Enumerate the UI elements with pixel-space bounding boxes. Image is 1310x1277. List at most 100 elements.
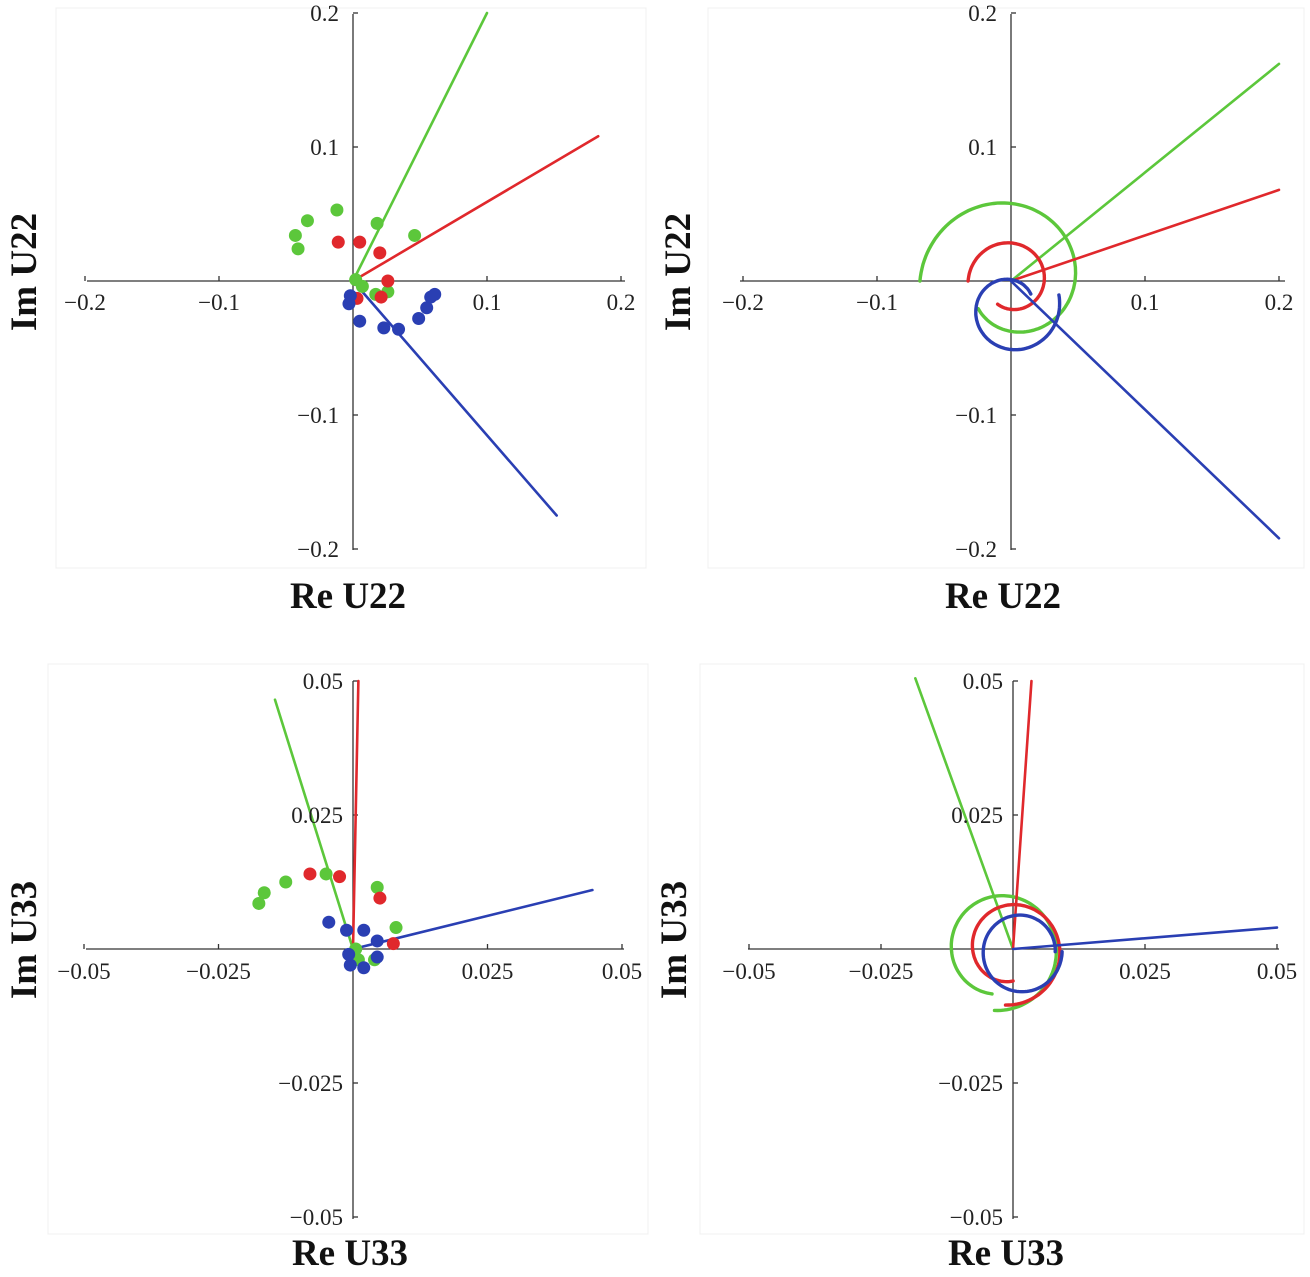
y-tick-label: 0.05: [303, 669, 343, 694]
x-tick-label: 0.05: [1257, 959, 1297, 984]
series-lines: [914, 677, 1279, 1013]
y-tick-label: 0.2: [310, 1, 339, 26]
red-data-point: [353, 235, 367, 249]
x-tick-label: −0.05: [57, 959, 110, 984]
x-axis-title: Re U33: [948, 1233, 1064, 1274]
green-series-line: [273, 698, 355, 951]
x-axis-title: Re U22: [290, 576, 406, 617]
y-tick-label: −0.05: [950, 1205, 1003, 1230]
red-data-point: [303, 867, 317, 881]
panel-bottom-left: −0.05 −0.025 0.025 0.050.050.025−0.025−0.05…: [4, 663, 649, 1274]
blue-data-point: [357, 961, 371, 975]
red-data-point: [333, 870, 347, 884]
panel-bottom-right: −0.05 −0.025 0.025 0.05 0.05 0.025 −0.025 −0.05…: [654, 663, 1305, 1274]
green-data-point: [389, 921, 403, 935]
x-tick-label: 0.025: [1119, 959, 1171, 984]
green-series-line: [351, 11, 489, 283]
series-points: [252, 867, 403, 975]
x-tick-label: −0.025: [186, 959, 251, 984]
blue-data-point: [357, 923, 371, 937]
x-tick-label: 0.2: [607, 290, 636, 315]
y-tick-label: −0.1: [955, 403, 997, 428]
x-tick-label: 0.1: [1131, 290, 1160, 315]
green-series-line: [914, 677, 1015, 951]
red-series-line: [1009, 188, 1281, 283]
red-data-point: [373, 891, 387, 905]
x-tick-label: 0.1: [473, 290, 502, 315]
y-tick-label: 0.1: [310, 135, 339, 160]
y-tick-label: 0.2: [968, 1, 997, 26]
blue-data-point: [370, 934, 384, 948]
y-tick-label: 0.025: [951, 803, 1003, 828]
x-tick-label: −0.2: [64, 290, 106, 315]
blue-data-point: [377, 321, 391, 335]
x-axis-title: Re U22: [945, 576, 1061, 617]
green-data-point: [252, 896, 266, 910]
blue-spiral-curve: [981, 913, 1064, 994]
green-series-line: [1009, 62, 1281, 283]
x-tick-label: 0.025: [462, 959, 514, 984]
panel-top-right: −0.2 −0.1 0.1 0.2 0.2 0.1 −0.1 −0.2 Re U22 Im U…: [658, 1, 1305, 617]
y-axis-title: Im U33: [654, 881, 695, 999]
green-data-point: [349, 273, 363, 287]
panel-top-left: −0.2 −0.1 0.1 0.2 0.2 0.1 −0.1 −0.2 Re U22 Im U…: [4, 1, 647, 617]
green-data-point: [279, 875, 293, 889]
red-data-point: [386, 937, 400, 951]
y-axis-title: Im U22: [4, 213, 45, 331]
plot-frame: [55, 7, 647, 569]
y-tick-label: 0.025: [291, 803, 343, 828]
blue-series-line: [351, 279, 558, 517]
x-tick-label: −0.1: [856, 290, 898, 315]
green-data-point: [330, 203, 344, 217]
red-data-point: [381, 274, 395, 288]
green-data-point: [319, 867, 333, 881]
blue-spiral-curve: [974, 277, 1062, 352]
blue-data-point: [412, 312, 426, 326]
x-tick-label: −0.1: [198, 290, 240, 315]
blue-data-point: [353, 314, 367, 328]
series-points: [288, 203, 442, 336]
green-data-point: [291, 242, 305, 256]
green-data-point: [370, 216, 384, 230]
y-tick-label: 0.05: [963, 669, 1003, 694]
blue-data-point: [370, 950, 384, 964]
green-data-point: [300, 214, 314, 228]
green-data-point: [408, 228, 422, 242]
green-spiral-curve: [918, 201, 1078, 334]
y-tick-label: −0.025: [938, 1071, 1003, 1096]
x-axis-title: Re U33: [292, 1233, 408, 1274]
x-tick-label: −0.025: [849, 959, 914, 984]
blue-data-point: [340, 923, 354, 937]
tick-labels: −0.05 −0.025 0.025 0.05 0.05 0.025 −0.025 −0.05: [57, 669, 642, 1230]
tick-labels: −0.2 −0.1 0.1 0.2 0.2 0.1 −0.1 −0.2: [64, 1, 635, 562]
y-tick-label: −0.025: [278, 1071, 343, 1096]
blue-data-point: [428, 287, 442, 301]
x-tick-label: −0.2: [722, 290, 764, 315]
red-data-point: [373, 246, 387, 260]
green-data-point: [257, 886, 271, 900]
red-data-point: [374, 290, 388, 304]
green-data-point: [288, 228, 302, 242]
y-tick-label: −0.2: [297, 537, 339, 562]
x-tick-label: −0.05: [722, 959, 775, 984]
y-tick-label: −0.1: [297, 403, 339, 428]
y-axis-title: Im U22: [658, 213, 699, 331]
y-axis-title: Im U33: [4, 881, 45, 999]
x-tick-label: 0.05: [602, 959, 642, 984]
blue-data-point: [343, 958, 357, 972]
red-series-line: [351, 134, 600, 283]
red-series-line: [351, 679, 360, 951]
tick-labels: −0.2 −0.1 0.1 0.2 0.2 0.1 −0.1 −0.2: [722, 1, 1293, 562]
x-tick-label: 0.2: [1265, 290, 1294, 315]
blue-data-point: [392, 322, 406, 336]
green-data-point: [370, 880, 384, 894]
series-lines: [351, 11, 600, 517]
blue-data-point: [342, 947, 356, 961]
blue-series-line: [1011, 926, 1279, 951]
blue-data-point: [342, 297, 356, 311]
series-lines: [918, 62, 1281, 540]
red-data-point: [331, 235, 345, 249]
y-tick-label: 0.1: [968, 135, 997, 160]
red-spiral-curve: [966, 241, 1047, 312]
